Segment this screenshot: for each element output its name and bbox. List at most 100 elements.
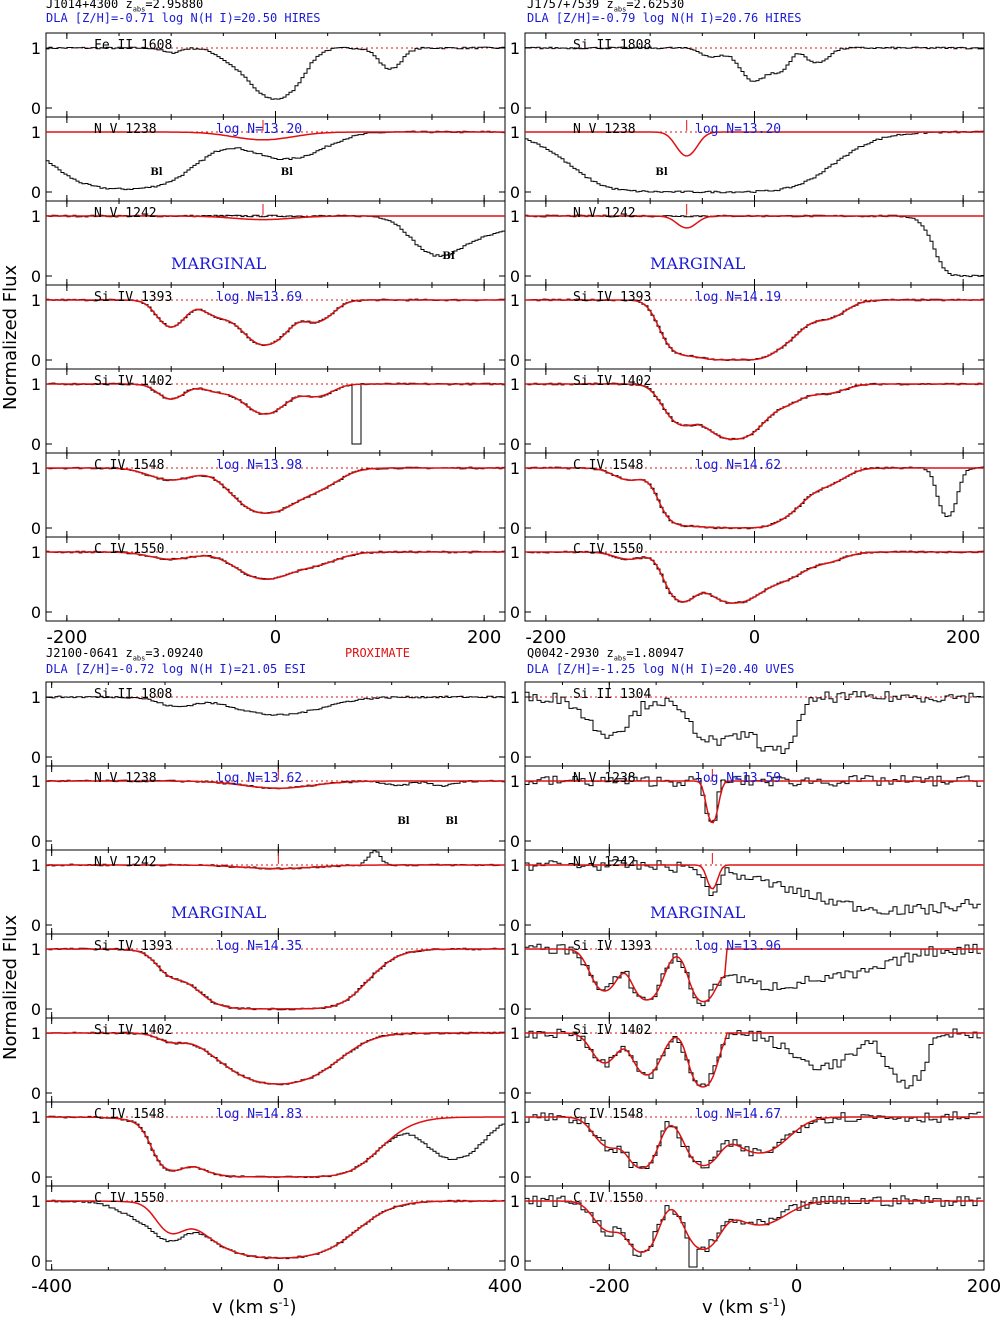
logN-label: log N=14.35 (216, 939, 302, 954)
chart-2: 0 1 Si II 1808 0 1 N V 1238 log N=13.20 Bl 0 1 N V… (510, 32, 985, 648)
model-fit (46, 1116, 505, 1178)
logN-label: log N=13.62 (216, 771, 302, 786)
y-tick-label: 0 (31, 435, 41, 454)
ion-label: Si IV 1402 (573, 374, 651, 389)
ion-label: N V 1242 (94, 206, 157, 221)
y-tick-label: 1 (31, 1108, 41, 1127)
ion-label: C IV 1548 (94, 1107, 164, 1122)
x-axis-label-right: v (km s-1) (702, 1296, 787, 1318)
y-tick-label: 1 (31, 207, 41, 226)
model-fit (46, 215, 505, 221)
model-fit (46, 551, 505, 581)
y-tick-label: 1 (31, 1192, 41, 1211)
model-fit (46, 383, 505, 415)
model-fit (46, 948, 505, 1010)
ion-label: N V 1242 (573, 855, 636, 870)
y-tick-label: 1 (510, 375, 520, 394)
y-tick-label: 0 (510, 267, 520, 286)
marginal-label: MARGINAL (650, 903, 746, 922)
data-spectrum (46, 1199, 505, 1260)
y-tick-label: 0 (31, 748, 41, 767)
y-tick-label: 1 (31, 772, 41, 791)
model-fit (525, 383, 984, 440)
model-fit (46, 1032, 505, 1085)
y-tick-label: 1 (510, 1024, 520, 1043)
model-fit (46, 864, 505, 870)
panel-2-5: 0 1 Si IV 1402 (510, 368, 985, 454)
y-tick-label: 0 (510, 1168, 520, 1187)
panel-4-7: 0 1 C IV 1550 (510, 1185, 985, 1271)
y-tick-label: 0 (510, 351, 520, 370)
ion-label: C IV 1550 (94, 542, 164, 557)
y-tick-label: 0 (31, 916, 41, 935)
ion-label: N V 1242 (573, 206, 636, 221)
panel-4-2: 0 1 N V 1238 log N=13.59 (510, 765, 985, 851)
panel-1-4: 0 1 Si IV 1393 log N=13.69 (31, 284, 506, 370)
panel-3-1: 0 1 Si II 1808 (31, 681, 506, 767)
y-tick-label: 1 (31, 940, 41, 959)
ion-label: N V 1242 (94, 855, 157, 870)
panel-4-6: 0 1 C IV 1548 log N=14.67 (510, 1101, 985, 1187)
ion-label: C IV 1548 (573, 458, 643, 473)
panel-3-4: 0 1 Si IV 1393 log N=14.35 (31, 933, 506, 1019)
panel-3-7: 0 1 C IV 1550 (31, 1185, 506, 1271)
panel-1-2: 0 1 N V 1238 log N=13.20 Bl Bl (31, 116, 506, 202)
x-tick-label: 200 (967, 1276, 1001, 1297)
ion-label: Fe II 1608 (94, 38, 172, 53)
x-tick-label: 200 (467, 627, 501, 648)
model-fit (525, 780, 984, 824)
data-spectrum (525, 46, 984, 82)
y-tick-label: 1 (510, 940, 520, 959)
panel-3-2: 0 1 N V 1238 log N=13.62 Bl Bl (31, 765, 506, 851)
y-tick-label: 1 (510, 123, 520, 142)
x-tick-label: -200 (525, 627, 566, 648)
x-tick-label: -400 (31, 1276, 72, 1297)
blend-label: Bl (446, 816, 458, 827)
panel-2-7: 0 1 C IV 1550 (510, 536, 985, 622)
ion-label: Si IV 1393 (573, 290, 651, 305)
panel-4-1: 0 1 Si II 1304 (510, 681, 985, 767)
model-fit (46, 299, 505, 346)
y-tick-label: 0 (510, 748, 520, 767)
data-spectrum (525, 298, 984, 361)
y-tick-label: 1 (31, 543, 41, 562)
y-tick-label: 0 (510, 183, 520, 202)
data-spectrum (525, 691, 981, 754)
y-tick-label: 0 (31, 267, 41, 286)
y-tick-label: 0 (31, 1000, 41, 1019)
data-spectrum (525, 1195, 981, 1268)
data-spectrum (46, 46, 505, 100)
ion-label: N V 1238 (573, 771, 636, 786)
blend-label: Bl (397, 816, 409, 827)
marginal-label: MARGINAL (171, 903, 267, 922)
model-fit (525, 215, 984, 229)
y-tick-label: 0 (31, 1252, 41, 1271)
panel-4-4: 0 1 Si IV 1393 log N=13.96 (510, 933, 985, 1019)
ion-label: Si II 1808 (94, 687, 172, 702)
ion-label: Si IV 1402 (94, 374, 172, 389)
model-fit (525, 467, 984, 529)
x-tick-label: 400 (488, 1276, 522, 1297)
data-spectrum (46, 466, 505, 514)
y-tick-label: 0 (510, 519, 520, 538)
y-tick-label: 0 (510, 1000, 520, 1019)
panel-1-1: 0 1 Fe II 1608 (31, 32, 506, 118)
y-tick-label: 1 (510, 772, 520, 791)
y-axis-label-bottom: Normalized Flux (0, 914, 21, 1060)
panel-4-3: 0 1 N V 1242 MARGINAL (510, 849, 985, 935)
ion-label: N V 1238 (573, 122, 636, 137)
marginal-label: MARGINAL (171, 254, 267, 273)
panel-3-5: 0 1 Si IV 1402 (31, 1017, 506, 1103)
logN-label: log N=13.59 (695, 771, 781, 786)
y-tick-label: 0 (31, 519, 41, 538)
panel-frame (524, 1185, 985, 1271)
y-tick-label: 1 (510, 1108, 520, 1127)
logN-label: log N=13.20 (695, 122, 781, 137)
data-spectrum (525, 466, 984, 530)
data-spectrum (46, 298, 505, 346)
data-spectrum (525, 943, 981, 1007)
ion-label: N V 1238 (94, 771, 157, 786)
data-spectrum (525, 775, 981, 822)
y-tick-label: 1 (510, 543, 520, 562)
model-fit (46, 467, 505, 514)
